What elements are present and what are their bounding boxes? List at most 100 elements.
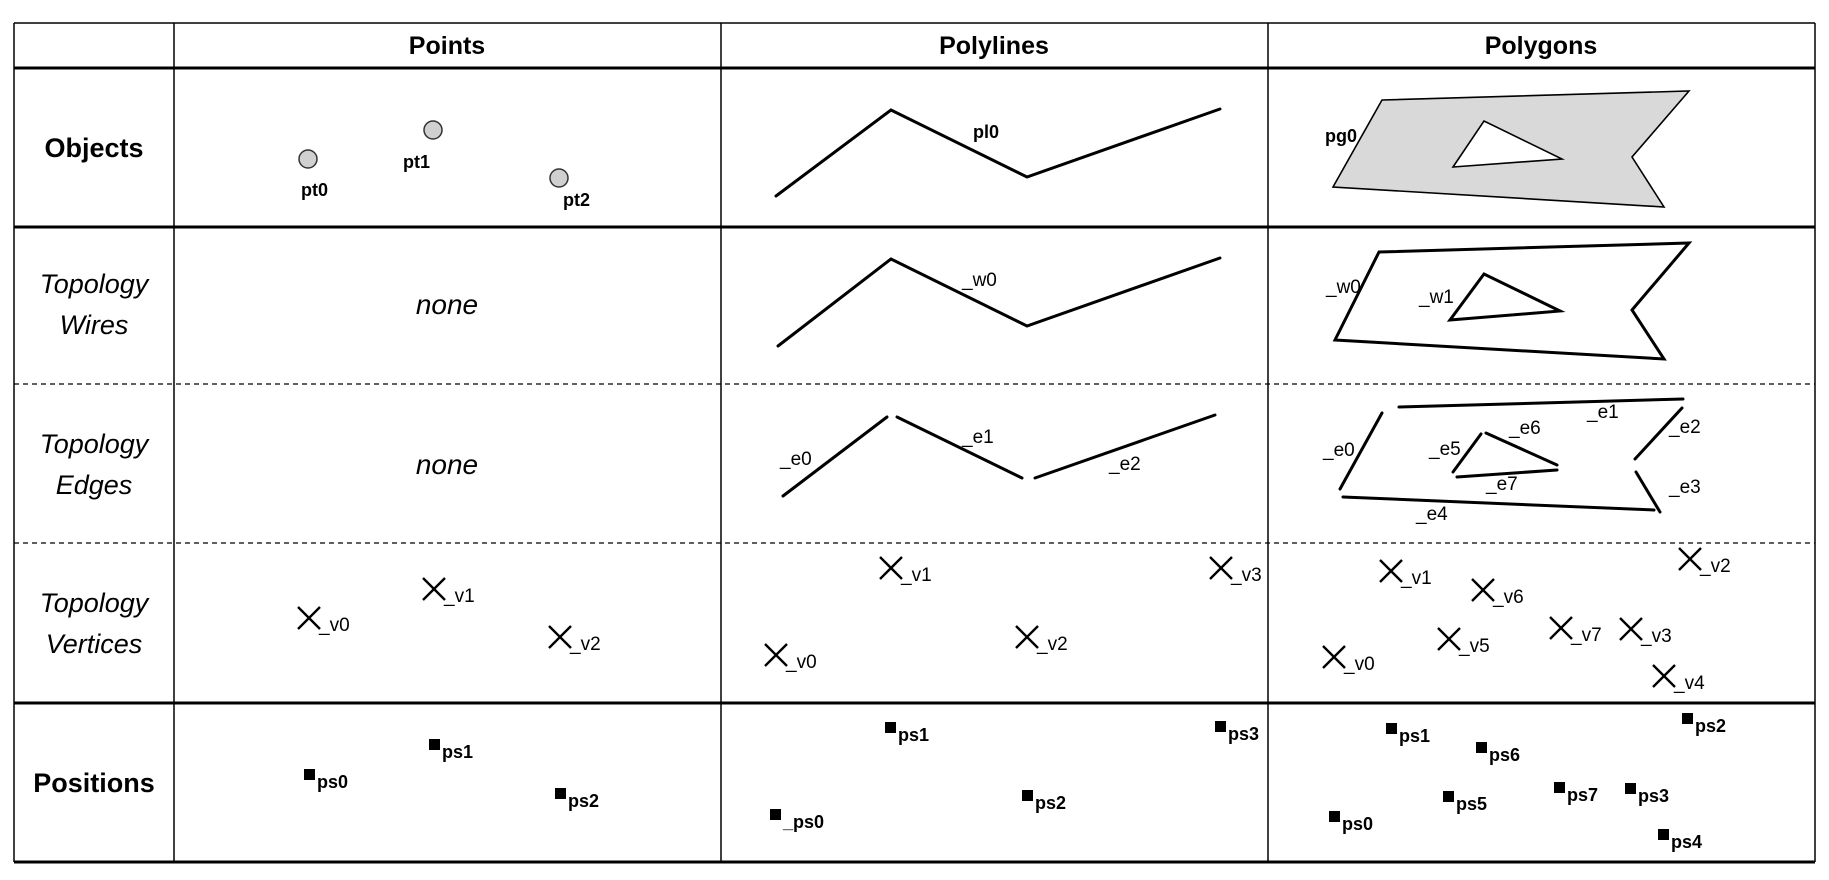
edge-label: _e6 (1508, 418, 1541, 439)
vertex-label: _v3 (1640, 626, 1672, 647)
vertex-label: _v2 (1699, 556, 1731, 577)
position-marker-polyline-2: ps2 (1022, 790, 1066, 813)
position-label: ps7 (1567, 785, 1598, 805)
position-marker-polyline-3: ps3 (1215, 721, 1259, 744)
vertex-cross-points-1: _v1 (422, 577, 475, 607)
edge-label: _e1 (961, 427, 994, 448)
position-marker-polygon-5: ps5 (1443, 791, 1487, 814)
table-grid (13, 22, 1816, 864)
edge-label: _e2 (1668, 417, 1701, 438)
vertex-cross-polygon-3: _v3 (1619, 617, 1672, 647)
position-label: ps1 (898, 725, 929, 745)
position-label: ps4 (1671, 832, 1702, 852)
point-marker (423, 120, 443, 140)
vertex-cross-polyline-0: _v0 (764, 643, 817, 673)
vertices-layer: _v0 _v1 _v2 _v0 _v1 _v2 _v3 _v0 _v1 _v2 _v3 _v4 _v5 _… (297, 547, 1731, 694)
object-polyline: pl0 (774, 107, 1222, 198)
polyline-label: pl0 (973, 122, 999, 142)
point-label: pt2 (563, 190, 590, 210)
object-polygon: pg0 (1325, 90, 1691, 208)
wires-polygon: _w0 _w1 (1325, 241, 1693, 361)
wires-points-none: none (416, 289, 478, 320)
position-marker-points-1: ps1 (429, 739, 473, 762)
vertex-label: _v1 (443, 586, 475, 607)
position-label: ps0 (317, 772, 348, 792)
position-label: ps6 (1489, 745, 1520, 765)
position-marker-polygon-1: ps1 (1386, 723, 1430, 746)
position-label: ps3 (1638, 786, 1669, 806)
edge-label: _e0 (779, 449, 812, 470)
vertex-label: _v2 (1036, 634, 1068, 655)
row-header-vertices-line1: Topology (40, 588, 150, 618)
position-marker-polygon-3: ps3 (1625, 783, 1669, 806)
position-label: ps0 (1342, 814, 1373, 834)
position-marker-polygon-7: ps7 (1554, 782, 1598, 805)
vertex-cross-polygon-2: _v2 (1678, 547, 1731, 577)
position-marker-polygon-6: ps6 (1476, 742, 1520, 765)
vertex-label: _v1 (900, 565, 932, 586)
positions-layer: ps0 ps1 ps2 _ps0 ps1 ps2 ps3 ps0 ps1 ps2 ps3 ps4 ps5… (304, 713, 1726, 852)
position-label: ps2 (1695, 716, 1726, 736)
vertex-cross-polygon-5: _v5 (1437, 627, 1490, 657)
vertex-label: _v6 (1492, 587, 1524, 608)
edge-label: _e0 (1322, 440, 1355, 461)
vertex-cross-polygon-0: _v0 (1322, 645, 1375, 675)
row-header-wires-line1: Topology (40, 269, 150, 299)
wire-label: _w0 (961, 270, 997, 291)
wire-label: _w1 (1418, 287, 1454, 308)
position-label: ps2 (568, 791, 599, 811)
point-label: pt1 (403, 152, 430, 172)
column-header-polygons: Polygons (1485, 32, 1598, 60)
position-marker-polygon-0: ps0 (1329, 811, 1373, 834)
vertex-label: _v7 (1570, 625, 1602, 646)
edges-points-none: none (416, 449, 478, 480)
position-label: ps3 (1228, 724, 1259, 744)
row-header-wires-line2: Wires (60, 310, 129, 340)
vertex-cross-polygon-6: _v6 (1471, 578, 1524, 608)
vertex-cross-polyline-1: _v1 (879, 556, 932, 586)
position-marker-points-0: ps0 (304, 769, 348, 792)
edge-label: _e7 (1485, 474, 1518, 495)
vertex-label: _v5 (1458, 636, 1490, 657)
point-marker (298, 149, 318, 169)
vertex-cross-polyline-3: _v3 (1209, 556, 1262, 586)
column-header-polylines: Polylines (939, 32, 1049, 60)
vertex-label: _v0 (318, 615, 350, 636)
object-points: pt0 pt1 pt2 (298, 120, 590, 210)
vertex-cross-polygon-1: _v1 (1379, 559, 1432, 589)
vertex-label: _v0 (1343, 654, 1375, 675)
point-label: pt0 (301, 180, 328, 200)
position-label: ps2 (1035, 793, 1066, 813)
vertex-cross-polyline-2: _v2 (1015, 625, 1068, 655)
vertex-label: _v4 (1673, 673, 1705, 694)
vertex-cross-points-0: _v0 (297, 606, 350, 636)
edge-label: _e5 (1428, 439, 1461, 460)
edge-label: _e1 (1586, 402, 1619, 423)
row-header-positions: Positions (33, 768, 155, 798)
vertex-label: _v0 (785, 652, 817, 673)
edges-polyline: _e0 _e1 _e2 (779, 413, 1217, 498)
wires-polyline: _w0 (776, 256, 1222, 348)
position-marker-polyline-1: ps1 (885, 722, 929, 745)
vertex-cross-polygon-4: _v4 (1652, 664, 1705, 694)
edge-label: _e3 (1668, 477, 1701, 498)
edge-label: _e2 (1108, 454, 1141, 475)
position-marker-polyline-0: _ps0 (770, 809, 824, 832)
position-label: ps1 (1399, 726, 1430, 746)
vertex-cross-polygon-7: _v7 (1549, 616, 1602, 646)
row-header-edges-line2: Edges (56, 470, 133, 500)
polygon-shape (1331, 90, 1691, 208)
position-label: _ps0 (782, 812, 824, 832)
edge-label: _e4 (1415, 504, 1448, 525)
vertex-label: _v1 (1400, 568, 1432, 589)
position-marker-polygon-4: ps4 (1658, 829, 1702, 852)
position-marker-polygon-2: ps2 (1682, 713, 1726, 736)
polygon-label: pg0 (1325, 126, 1357, 146)
vertex-label: _v3 (1230, 565, 1262, 586)
row-header-objects: Objects (44, 133, 143, 163)
row-header-edges-line1: Topology (40, 429, 150, 459)
row-header-vertices-line2: Vertices (46, 629, 143, 659)
position-marker-points-2: ps2 (555, 788, 599, 811)
wire-label: _w0 (1325, 277, 1361, 298)
